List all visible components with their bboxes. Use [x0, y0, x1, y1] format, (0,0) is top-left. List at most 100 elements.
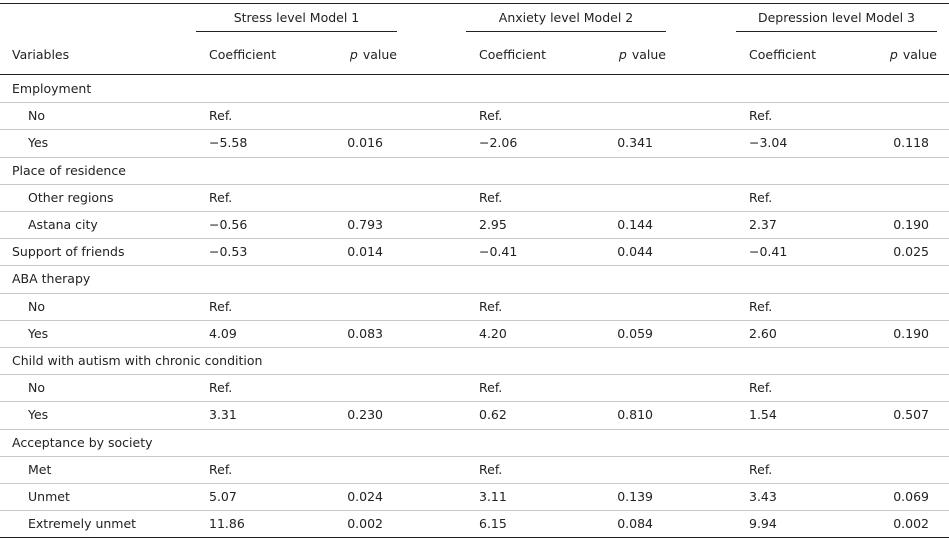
row-rule: [0, 265, 949, 266]
p-value-cell: 0.014: [347, 244, 383, 260]
coefficient-cell: Ref.: [209, 380, 233, 396]
coefficient-cell: Ref.: [749, 108, 773, 124]
coefficient-cell: 4.20: [479, 325, 507, 341]
row-label: Place of residence: [12, 162, 126, 178]
p-value-cell: 0.118: [893, 135, 929, 151]
column-header: p value: [586, 47, 666, 63]
p-value-cell: 0.016: [347, 135, 383, 151]
coefficient-cell: Ref.: [749, 380, 773, 396]
row-label: Astana city: [28, 217, 98, 232]
group-header: Stress level Model 1: [233, 10, 360, 25]
row-label: Yes: [28, 407, 49, 423]
p-value-cell: 0.002: [347, 516, 383, 532]
coefficient-cell: 3.43: [749, 489, 777, 504]
row-rule: [0, 401, 949, 402]
coefficient-cell: Ref.: [209, 189, 233, 205]
row-label: Met: [28, 461, 52, 477]
row-label: Child with autism with chronic condition: [12, 353, 263, 368]
coefficient-cell: 2.95: [479, 217, 507, 232]
row-rule: [0, 211, 949, 212]
coefficient-cell: 1.54: [749, 407, 777, 423]
coefficient-cell: 11.86: [209, 516, 245, 532]
p-value-cell: 0.084: [617, 516, 653, 532]
coefficient-cell: 2.37: [749, 217, 777, 232]
group-rule: [736, 31, 937, 32]
p-italic: p: [349, 47, 358, 62]
row-rule: [0, 157, 949, 158]
row-label: Employment: [12, 81, 92, 96]
coefficient-cell: Ref.: [749, 189, 773, 205]
column-header: Variables: [12, 47, 70, 62]
group-header: Depression level Model 3: [757, 10, 915, 25]
row-rule: [0, 238, 949, 239]
row-rule: [0, 483, 949, 484]
row-rule: [0, 510, 949, 511]
p-value-cell: 0.190: [893, 325, 929, 341]
coefficient-cell: Ref.: [479, 189, 503, 205]
column-header: Coefficient: [749, 47, 817, 62]
row-label: Acceptance by society: [12, 434, 153, 450]
row-rule: [0, 293, 949, 294]
p-value-cell: 0.044: [617, 244, 653, 260]
bottom-rule: [0, 537, 949, 538]
row-label: ABA therapy: [12, 271, 91, 287]
coefficient-cell: 2.60: [749, 325, 777, 341]
coefficient-cell: Ref.: [479, 461, 503, 477]
coefficient-cell: Ref.: [479, 108, 503, 124]
row-rule: [0, 129, 949, 130]
p-value-cell: 0.083: [347, 325, 383, 341]
p-value-cell: 0.025: [893, 244, 929, 260]
column-header: Coefficient: [479, 47, 547, 62]
column-header: Coefficient: [209, 47, 277, 62]
p-value-cell: 0.139: [617, 489, 653, 504]
coefficient-cell: Ref.: [209, 298, 233, 314]
coefficient-cell: −0.41: [749, 244, 788, 260]
row-label: Other regions: [28, 189, 114, 205]
coefficient-cell: 4.09: [209, 325, 237, 341]
row-rule: [0, 102, 949, 103]
top-rule: [0, 3, 949, 4]
coefficient-cell: −0.41: [479, 244, 518, 260]
coefficient-cell: 6.15: [479, 516, 507, 532]
p-value-cell: 0.507: [893, 407, 929, 423]
p-italic: p: [889, 47, 898, 62]
coefficient-cell: 3.11: [479, 489, 507, 504]
p-value-cell: 0.810: [617, 407, 653, 423]
coefficient-cell: 0.62: [479, 407, 507, 423]
coefficient-cell: −0.56: [209, 217, 248, 232]
coefficient-cell: Ref.: [479, 380, 503, 396]
row-rule: [0, 374, 949, 375]
p-rest: value: [902, 47, 937, 62]
row-rule: [0, 429, 949, 430]
coefficient-cell: 3.31: [209, 407, 237, 423]
coefficient-cell: Ref.: [749, 461, 773, 477]
p-rest: value: [631, 47, 666, 62]
p-value-cell: 0.144: [617, 217, 653, 232]
coefficient-cell: −0.53: [209, 244, 248, 260]
p-value-cell: 0.341: [617, 135, 653, 151]
row-rule: [0, 456, 949, 457]
p-value-cell: 0.230: [347, 407, 383, 423]
row-label: Yes: [28, 135, 49, 151]
coefficient-cell: −5.58: [209, 135, 248, 151]
p-value-cell: 0.190: [893, 217, 929, 232]
group-rule: [196, 31, 397, 32]
row-label: Extremely unmet: [28, 516, 137, 532]
coefficient-cell: −2.06: [479, 135, 518, 151]
row-rule: [0, 347, 949, 348]
coefficient-cell: 5.07: [209, 489, 237, 504]
p-value-cell: 0.002: [893, 516, 929, 532]
p-value-cell: 0.024: [347, 489, 383, 504]
p-value-cell: 0.059: [617, 325, 653, 341]
column-header: p value: [857, 47, 937, 63]
row-label: Unmet: [28, 489, 70, 504]
column-header: p value: [317, 47, 397, 63]
coefficient-cell: −3.04: [749, 135, 788, 151]
p-rest: value: [362, 47, 397, 62]
p-value-cell: 0.793: [347, 217, 383, 232]
group-rule: [466, 31, 666, 32]
row-label: Yes: [28, 325, 49, 341]
coefficient-cell: Ref.: [209, 461, 233, 477]
header-rule: [0, 74, 949, 75]
